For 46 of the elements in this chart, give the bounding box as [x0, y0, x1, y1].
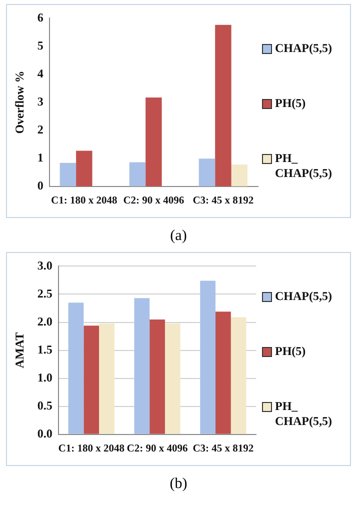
legend-label: PH(5)	[275, 344, 306, 359]
y-tick-label: 2	[37, 122, 44, 136]
y-tick-label: 6	[37, 10, 44, 24]
x-tick-label: C3: 45 x 8192	[192, 443, 254, 454]
y-axis-title: Overflow %	[12, 70, 26, 134]
bar	[164, 323, 180, 434]
legend-label: CHAP(5,5)	[275, 41, 332, 56]
x-tick-label: C2: 90 x 4096	[126, 443, 188, 454]
y-tick-label: 1.0	[37, 370, 52, 384]
y-tick-label: 1	[37, 150, 44, 164]
bar	[150, 319, 165, 434]
y-tick-label: 1.5	[37, 342, 52, 356]
bar	[200, 280, 216, 434]
legend-label: PH_CHAP(5,5)	[275, 399, 333, 429]
x-tick-label: C2: 90 x 4096	[123, 195, 184, 206]
text: (b)	[168, 475, 188, 494]
bar	[198, 158, 216, 186]
y-tick-label: 0.5	[37, 398, 52, 412]
x-tick-label: C3: 45 x 8192	[192, 195, 254, 206]
y-tick-label: 2.0	[37, 314, 52, 328]
y-tick-label: 5	[37, 38, 44, 52]
y-tick-label: 3.0	[37, 258, 52, 272]
bar	[99, 323, 114, 434]
bar	[76, 150, 92, 186]
bar	[231, 164, 248, 186]
bar	[134, 298, 150, 434]
legend-label: PH(5)	[275, 96, 306, 111]
y-tick-label: 4	[37, 66, 44, 80]
bar	[146, 98, 162, 186]
legend-label: PH_CHAP(5,5)	[275, 151, 333, 181]
x-tick-label: C1: 180 x 2048	[58, 443, 124, 454]
legend-label: CHAP(5,5)	[275, 289, 332, 304]
x-tick-label: C1: 180 x 2048	[51, 195, 118, 206]
y-tick-label: 3	[37, 94, 44, 108]
bar	[215, 24, 232, 186]
y-tick-label: 2.5	[37, 286, 52, 300]
bar	[129, 162, 146, 186]
bar	[60, 162, 76, 186]
y-tick-label: 0.0	[37, 426, 52, 440]
y-tick-label: 0	[37, 178, 44, 192]
bar	[230, 317, 246, 434]
bar	[216, 312, 231, 434]
bar	[84, 326, 100, 434]
text: (a)	[169, 227, 188, 246]
y-axis-title: AMAT	[12, 332, 26, 368]
bar	[68, 302, 84, 434]
